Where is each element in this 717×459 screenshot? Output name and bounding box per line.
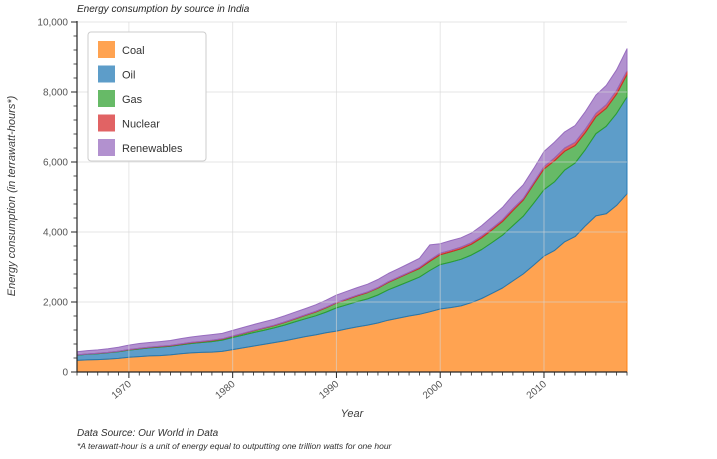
legend-label-oil: Oil [122, 70, 135, 82]
plot-area: 0 2,000 4,000 6,000 8,000 10,000 1970 1980 1990 2… [37, 18, 628, 402]
y-axis-label: Energy consumption (in terrawatt-hours*) [6, 95, 18, 296]
y-tick-label: 10,000 [37, 18, 68, 29]
legend-label-nuclear: Nuclear [122, 119, 160, 131]
chart-title: Energy consumption by source in India [77, 4, 250, 15]
y-tick-label: 0 [62, 368, 68, 379]
x-axis-label: Year [341, 408, 365, 420]
legend-swatch-gas [98, 90, 115, 107]
data-source-note: Data Source: Our World in Data [77, 428, 219, 439]
legend-box [87, 31, 207, 162]
legend: Coal Oil Gas Nuclear Renewables [87, 31, 207, 162]
x-tick-label: 2000 [421, 379, 445, 402]
legend-swatch-renewables [98, 139, 115, 156]
legend-swatch-oil [98, 65, 115, 83]
legend-swatch-coal [98, 41, 115, 58]
x-tick-label: 1970 [110, 379, 134, 402]
legend-label-coal: Coal [122, 45, 145, 57]
x-tick-label: 1990 [317, 379, 341, 402]
terawatt-footnote: *A terawatt-hour is a unit of energy equ… [77, 441, 393, 451]
y-tick-label: 6,000 [43, 158, 68, 169]
legend-swatch-nuclear [98, 114, 115, 132]
area-renewables [76, 48, 628, 356]
x-tick-label: 2010 [525, 379, 549, 402]
legend-label-gas: Gas [122, 94, 143, 106]
y-tick-label: 2,000 [43, 298, 68, 309]
y-tick-label: 8,000 [43, 88, 68, 99]
x-tick-label: 1980 [213, 379, 237, 402]
y-tick-label: 4,000 [43, 228, 68, 239]
legend-label-renewables: Renewables [122, 143, 183, 155]
